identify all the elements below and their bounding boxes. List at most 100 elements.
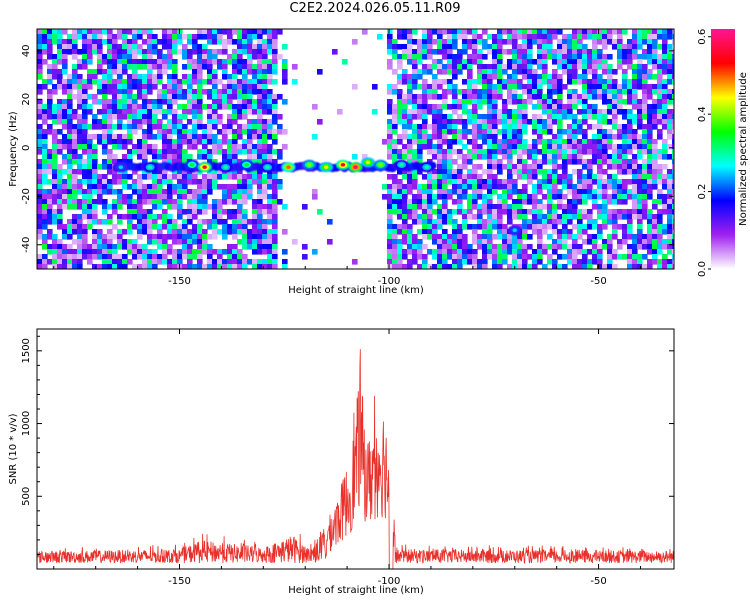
heatmap-cell	[437, 239, 443, 245]
heatmap-cell	[617, 84, 623, 90]
heatmap-cell	[262, 174, 268, 180]
heatmap-cell	[527, 154, 533, 160]
heatmap-cell	[432, 234, 438, 240]
heatmap-cell	[637, 39, 643, 45]
heatmap-hotspot	[223, 165, 228, 169]
heatmap-cell	[602, 119, 608, 125]
heatmap-cell	[492, 234, 498, 240]
heatmap-cell	[72, 149, 78, 155]
heatmap-cell	[172, 254, 178, 260]
heatmap-cell	[542, 44, 548, 50]
heatmap-cell	[647, 184, 653, 190]
heatmap-cell	[57, 104, 63, 110]
heatmap-cell	[662, 244, 668, 250]
heatmap-cell	[47, 219, 53, 225]
heatmap-cell	[527, 64, 533, 70]
heatmap-cell	[507, 99, 513, 105]
heatmap-cell	[552, 34, 558, 40]
heatmap-cell	[232, 219, 238, 225]
heatmap-cell	[177, 149, 183, 155]
heatmap-cell	[497, 169, 503, 175]
heatmap-cell	[577, 214, 583, 220]
heatmap-cell	[537, 254, 543, 260]
heatmap-cell	[142, 219, 148, 225]
heatmap-cell	[647, 149, 653, 155]
heatmap-cell	[657, 109, 663, 115]
heatmap-cell	[477, 219, 483, 225]
heatmap-cell	[602, 214, 608, 220]
heatmap-cell	[512, 69, 518, 75]
heatmap-cell	[392, 179, 398, 185]
heatmap-cell	[242, 94, 248, 100]
heatmap-cell	[227, 174, 233, 180]
heatmap-cell	[517, 104, 523, 110]
heatmap-cell	[607, 209, 613, 215]
heatmap-cell	[37, 209, 43, 215]
heatmap-cell	[162, 114, 168, 120]
heatmap-cell	[137, 214, 143, 220]
heatmap-cell	[112, 144, 118, 150]
heatmap-cell	[542, 169, 548, 175]
heatmap-cell	[512, 74, 518, 80]
heatmap-cell	[602, 114, 608, 120]
heatmap-cell	[607, 139, 613, 145]
heatmap-cell	[482, 29, 488, 35]
heatmap-cell	[477, 234, 483, 240]
heatmap-cell	[42, 174, 48, 180]
heatmap-cell	[137, 124, 143, 130]
heatmap-cell	[532, 199, 538, 205]
heatmap-cell	[62, 234, 68, 240]
heatmap-cell	[422, 204, 428, 210]
heatmap-cell	[617, 49, 623, 55]
heatmap-cell	[392, 244, 398, 250]
heatmap-cell	[502, 164, 508, 170]
colorbar-gradient	[711, 29, 735, 269]
heatmap-cell	[227, 189, 233, 195]
heatmap-cell	[52, 234, 58, 240]
heatmap-cell	[477, 224, 483, 230]
heatmap-cell	[102, 234, 108, 240]
heatmap-cell	[147, 189, 153, 195]
heatmap-cell	[467, 184, 473, 190]
heatmap-cell	[452, 94, 458, 100]
heatmap-cell	[637, 229, 643, 235]
heatmap-cell	[102, 89, 108, 95]
heatmap-cell	[42, 219, 48, 225]
heatmap-cell	[97, 109, 103, 115]
heatmap-cell	[42, 34, 48, 40]
heatmap-cell	[437, 49, 443, 55]
heatmap-cell	[487, 159, 493, 165]
heatmap-cell	[177, 134, 183, 140]
heatmap-cell	[427, 234, 433, 240]
heatmap-cell	[512, 144, 518, 150]
heatmap-cell	[257, 189, 263, 195]
heatmap-cell	[87, 139, 93, 145]
heatmap-cell	[587, 109, 593, 115]
heatmap-cell	[352, 39, 358, 45]
heatmap-cell	[557, 199, 563, 205]
heatmap-cell	[422, 219, 428, 225]
heatmap-cell	[172, 229, 178, 235]
heatmap-cell	[457, 34, 463, 40]
heatmap-cell	[137, 254, 143, 260]
heatmap-cell	[127, 84, 133, 90]
heatmap-cell	[382, 194, 388, 200]
heatmap-cell	[417, 39, 423, 45]
heatmap-cell	[592, 154, 598, 160]
heatmap-cell	[427, 34, 433, 40]
heatmap-cell	[527, 119, 533, 125]
heatmap-cell	[67, 134, 73, 140]
heatmap-cell	[502, 114, 508, 120]
heatmap-cell	[422, 189, 428, 195]
heatmap-cell	[127, 44, 133, 50]
heatmap-cell	[672, 74, 674, 80]
heatmap-cell	[432, 179, 438, 185]
heatmap-cell	[177, 209, 183, 215]
heatmap-cell	[392, 119, 398, 125]
heatmap-cell	[472, 134, 478, 140]
heatmap-cell	[492, 184, 498, 190]
heatmap-cell	[602, 244, 608, 250]
heatmap-cell	[512, 114, 518, 120]
heatmap-cell	[472, 199, 478, 205]
heatmap-cell	[67, 224, 73, 230]
